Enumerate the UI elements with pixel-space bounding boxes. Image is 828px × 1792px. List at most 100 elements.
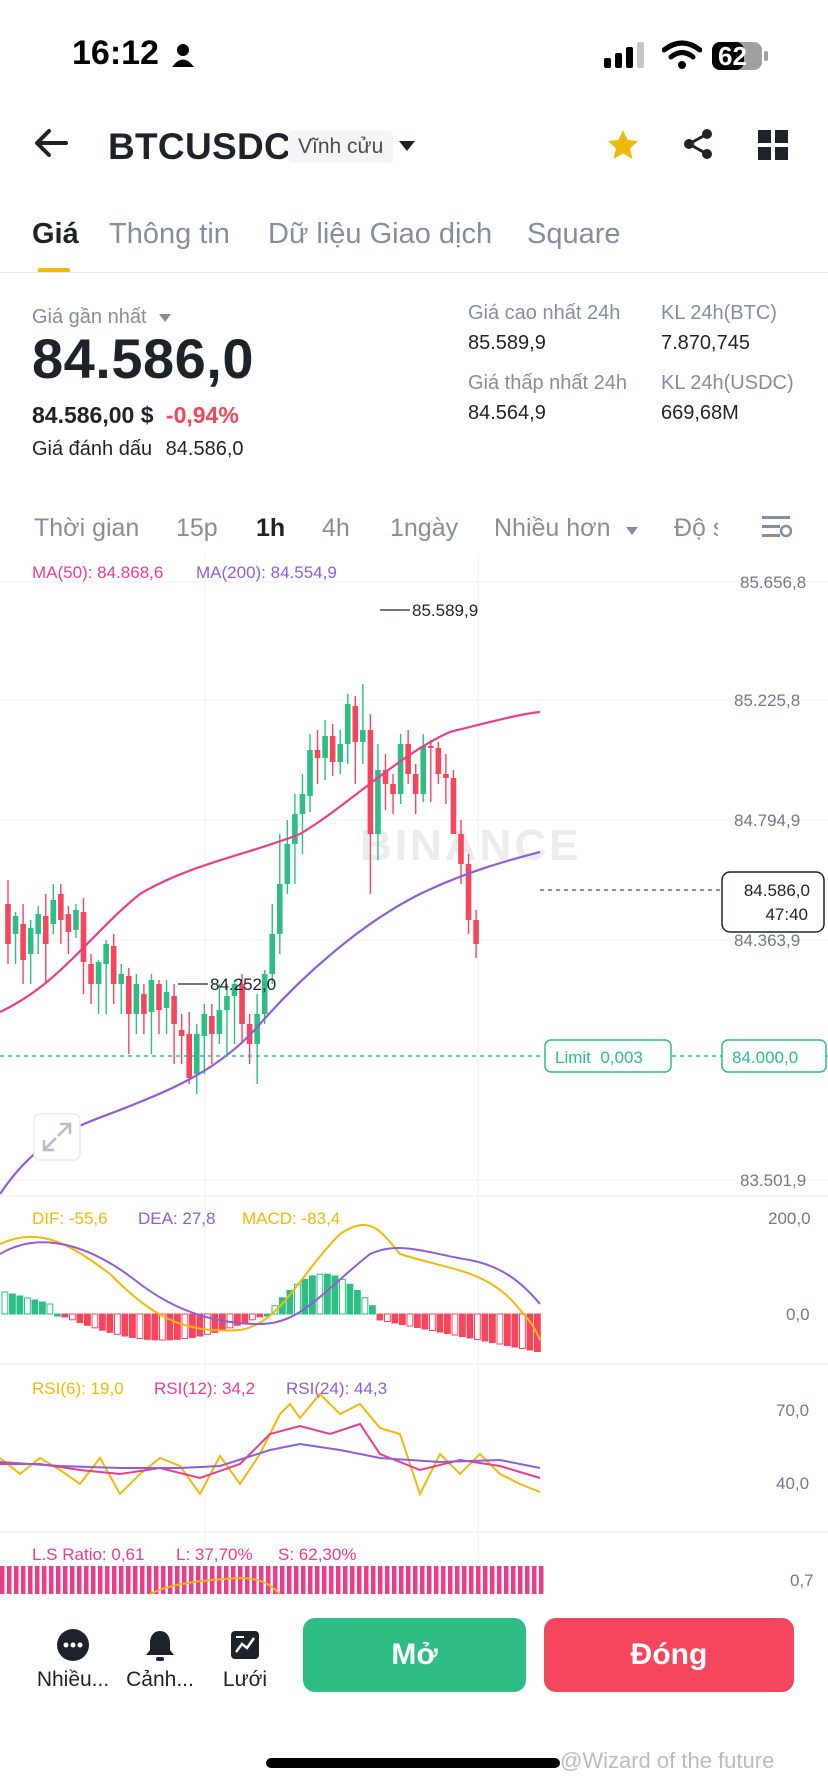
open-position-button[interactable]: Mở [303,1618,526,1692]
bell-icon[interactable] [143,1628,177,1662]
back-arrow-icon[interactable] [34,128,68,158]
interval-1h[interactable]: 1h [256,514,286,542]
ls-ratio-bar [525,1566,530,1594]
symbol-title[interactable]: BTCUSDC [108,126,291,167]
last-price-label[interactable]: Giá gần nhất [32,306,172,329]
candle-body [193,1034,200,1074]
interval-depth[interactable]: Độ s [674,514,718,542]
macd-bar [9,1293,16,1315]
dif-line [0,1223,541,1341]
candle-body [314,750,321,758]
caret-down-icon[interactable] [398,140,416,152]
rsi6-line [0,1392,541,1497]
favorite-star-icon[interactable] [606,128,640,162]
interval-time[interactable]: Thời gian [34,514,140,542]
macd-bar [76,1313,84,1324]
candle-body [148,980,155,1012]
macd-bar [24,1297,31,1315]
price-axis-tick: 84.794,9 [734,811,800,830]
limit-order-label[interactable]: Limit 0,003 [555,1048,643,1067]
interval-more[interactable]: Nhiều hơn [494,514,639,543]
layout-grid-icon[interactable] [758,130,788,160]
tab-price[interactable]: Giá [32,218,79,250]
ls-ratio-bar [63,1566,68,1594]
candle-body [88,964,94,984]
ls-ratio-bar [105,1566,110,1594]
ls-ratio-bar [357,1566,362,1594]
candle-body [133,984,140,1014]
candle-body [12,916,19,934]
macd-axis-tick: 0,0 [786,1305,810,1324]
interval-1d[interactable]: 1ngày [390,514,459,542]
bottom-grid-label[interactable]: Lưới [222,1668,268,1691]
ls-ratio-bar [196,1566,201,1594]
ls-ratio-bar [189,1566,194,1594]
candle-body [390,784,396,794]
dif-label: DIF: -55,6 [32,1209,108,1228]
candle-body [375,770,381,834]
macd-bar [376,1313,384,1321]
high-24h-label: Giá cao nhất 24h [468,302,621,324]
ls-ratio-bar [35,1566,40,1594]
tab-square[interactable]: Square [527,218,621,250]
ls-ratio-bar [266,1566,271,1594]
price-chart[interactable]: BINANCE MA(50): 84.868,6 MA(200): 84.554… [0,554,828,1600]
last-price-usd: 84.586,00 $ -0,94% [32,402,239,429]
candle-body [95,962,102,984]
candle-body [231,984,238,996]
ls-ratio-bar [42,1566,47,1594]
share-icon[interactable] [682,128,714,160]
candle-body [443,774,449,778]
macd-bar [241,1313,249,1324]
candle-body [201,1014,208,1036]
tab-info[interactable]: Thông tin [109,218,230,250]
ls-ratio-bar [392,1566,397,1594]
ls-ratio-bar [406,1566,411,1594]
candle-body [58,894,64,920]
mark-price-row: Giá đánh dấu 84.586,0 [32,438,244,461]
macd-bar [324,1273,331,1315]
ls-ratio-bar [140,1566,145,1594]
ls-ratio-bar [175,1566,180,1594]
macd-bar [144,1313,151,1340]
ls-ratio-bar [336,1566,341,1594]
ls-ratio-bar [490,1566,495,1594]
candle-body [435,748,442,774]
grid-bot-icon[interactable] [228,1628,262,1662]
macd-bar [166,1313,174,1341]
candle-body [344,704,351,744]
ls-ratio-bar [84,1566,89,1594]
bottom-more-label[interactable]: Nhiều... [36,1668,110,1691]
candle-body [458,834,464,864]
macd-bar [1,1291,9,1315]
ls-ratio-bar [280,1566,285,1594]
candle-body [126,976,132,1014]
macd-bar [399,1313,406,1325]
ls-ratio-line [149,1576,281,1595]
macd-bar [391,1313,399,1324]
interval-4h[interactable]: 4h [322,514,350,542]
ls-ratio-bar [322,1566,327,1594]
ma200-line [0,850,541,1195]
ls-ratio-bar [224,1566,229,1594]
expand-chart-icon[interactable] [33,1113,81,1161]
macd-bar [309,1275,316,1315]
macd-bar [151,1313,159,1341]
ma50-label: MA(50): 84.868,6 [32,563,163,582]
macd-bar [496,1313,504,1345]
interval-15m[interactable]: 15p [176,514,218,542]
bottom-alerts-label[interactable]: Cảnh... [126,1668,194,1691]
ma50-line [0,710,541,1013]
candle-body [239,984,245,1024]
chart-settings-icon[interactable] [762,514,792,540]
candle-body [163,992,170,1008]
close-position-button[interactable]: Đóng [544,1618,794,1692]
macd-bar [256,1313,264,1318]
macd-bar [211,1313,219,1333]
more-icon[interactable] [56,1628,90,1662]
candle-body [20,924,26,960]
ls-ratio-bar [315,1566,320,1594]
ls-ratio-bar [378,1566,383,1594]
tab-trading-data[interactable]: Dữ liệu Giao dịch [268,218,493,250]
candle-body [382,770,389,784]
